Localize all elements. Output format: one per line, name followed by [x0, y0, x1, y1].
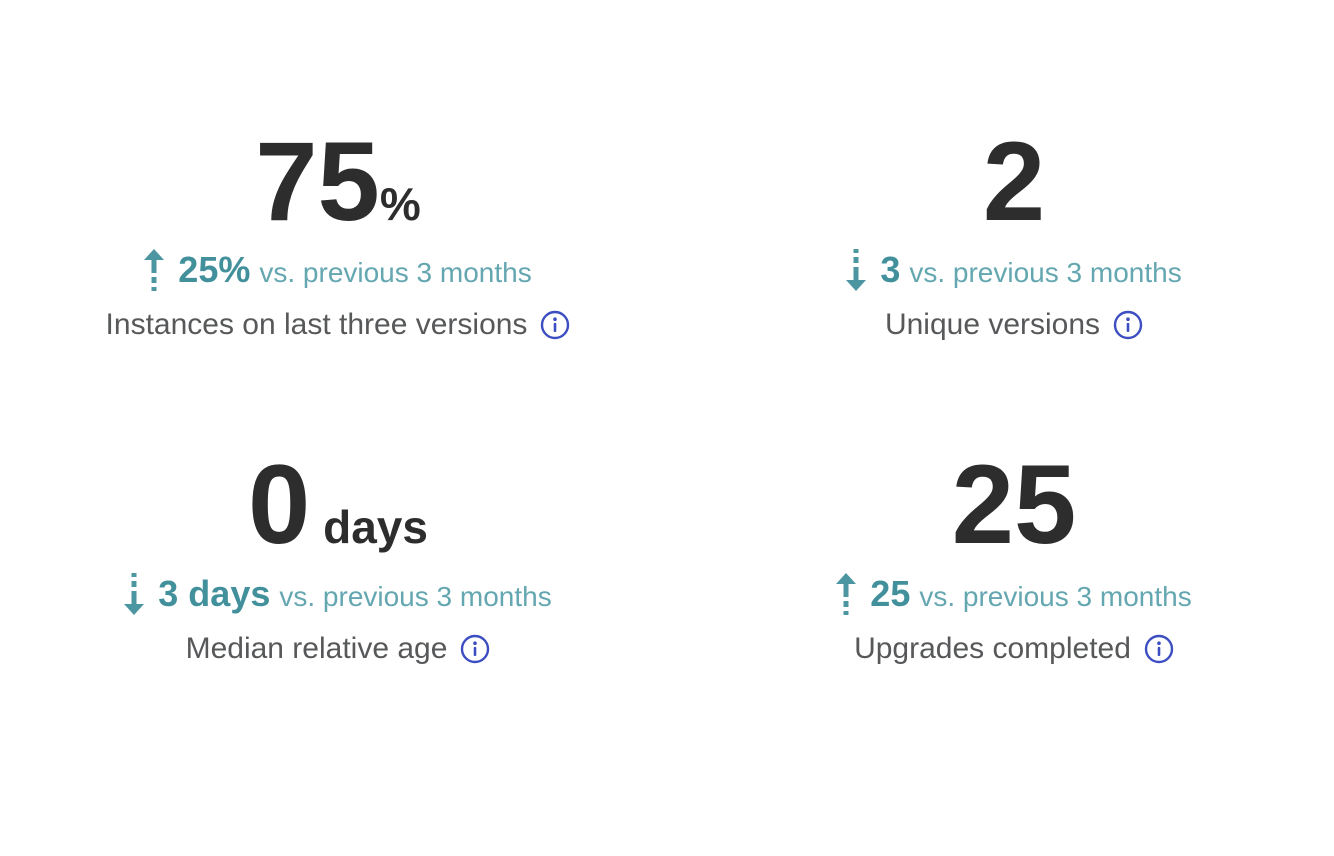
delta-value: 25: [870, 572, 911, 614]
metric-value: 2: [982, 119, 1046, 244]
trend-up-arrow-icon: [836, 572, 857, 615]
metric-delta: 25% vs. previous 3 months: [144, 249, 532, 292]
metric-delta-text: 3 vs. previous 3 months: [880, 249, 1181, 291]
metric-value-row: 2: [983, 115, 1045, 249]
delta-comparison-text: vs. previous 3 months: [259, 257, 532, 289]
info-icon[interactable]: [1113, 310, 1143, 340]
delta-value: 3: [880, 249, 901, 291]
info-icon[interactable]: [1144, 634, 1174, 664]
metric-label: Upgrades completed: [854, 631, 1131, 665]
metric-delta-text: 3 days vs. previous 3 months: [158, 573, 551, 615]
metric-value-row: 0 days: [248, 438, 428, 572]
metric-value-row: 75%: [255, 115, 420, 249]
trend-arrow-icon: [144, 249, 165, 292]
metric-card-unique-versions: 2 3 vs. previous 3 months Unique versions: [676, 115, 1334, 343]
metric-value-row: 25: [952, 438, 1077, 572]
metrics-grid: 75% 25% vs. previous 3 months Instances o…: [0, 115, 1334, 666]
metric-value-suffix: days: [310, 501, 428, 554]
metric-label-row: Median relative age: [186, 631, 491, 667]
metric-delta-text: 25 vs. previous 3 months: [870, 573, 1191, 615]
metric-label: Unique versions: [884, 308, 1101, 342]
metric-label-row: Instances on last three versions: [106, 307, 571, 343]
metric-label: Instances on last three versions: [105, 308, 528, 342]
metric-value-suffix: %: [379, 178, 421, 230]
info-icon[interactable]: [540, 310, 570, 340]
metric-delta: 3 days vs. previous 3 months: [124, 572, 552, 615]
metric-label: Median relative age: [185, 631, 448, 665]
metric-value: 25: [951, 442, 1077, 568]
trend-down-arrow-icon: [124, 572, 145, 615]
trend-arrow-icon: [846, 249, 867, 292]
info-icon[interactable]: [460, 634, 490, 664]
metric-delta-text: 25% vs. previous 3 months: [178, 249, 531, 291]
metric-value: 0: [248, 442, 311, 568]
delta-comparison-text: vs. previous 3 months: [909, 257, 1182, 289]
delta-comparison-text: vs. previous 3 months: [919, 580, 1192, 612]
metric-value: 75: [255, 119, 380, 244]
delta-value: 25%: [178, 249, 251, 291]
metric-card-upgrades-completed: 25 25 vs. previous 3 months Upgrades comp…: [676, 438, 1334, 666]
delta-value: 3 days: [158, 572, 271, 614]
delta-comparison-text: vs. previous 3 months: [279, 580, 552, 612]
trend-arrow-icon: [836, 572, 857, 615]
metric-card-instances-on-last-three-versions: 75% 25% vs. previous 3 months Instances o…: [0, 115, 676, 343]
metric-label-row: Upgrades completed: [854, 631, 1174, 667]
trend-up-arrow-icon: [144, 249, 165, 292]
metric-delta: 3 vs. previous 3 months: [846, 249, 1182, 292]
metric-label-row: Unique versions: [885, 307, 1143, 343]
metric-delta: 25 vs. previous 3 months: [836, 572, 1192, 615]
trend-arrow-icon: [124, 572, 145, 615]
trend-down-arrow-icon: [846, 249, 867, 292]
metric-card-median-relative-age: 0 days 3 days vs. previous 3 months Media…: [0, 438, 676, 666]
